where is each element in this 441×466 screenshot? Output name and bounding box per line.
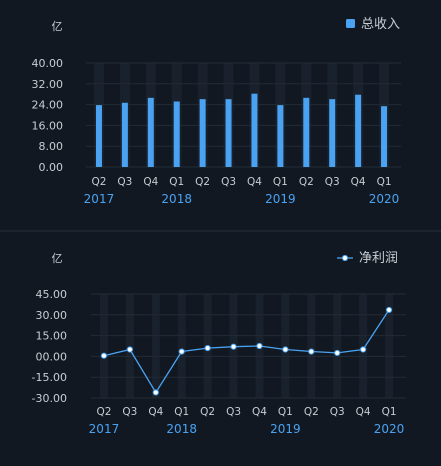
bar — [121, 102, 128, 167]
category-band — [125, 294, 134, 398]
x-tick-label: Q1 — [382, 406, 397, 418]
data-point — [126, 346, 133, 353]
data-point — [334, 349, 341, 357]
net-profit-line-chart: 亿净利润45.0030.0015.0000.00-15.00-30.00Q220… — [32, 251, 406, 436]
data-point — [308, 348, 315, 355]
year-label: 2020 — [369, 192, 400, 206]
bar — [147, 97, 154, 167]
unit-label: 亿 — [52, 252, 63, 265]
x-tick-label: Q1 — [377, 176, 392, 188]
x-tick-label: Q4 — [356, 406, 371, 418]
bar — [303, 97, 310, 167]
y-tick-label: 15.00 — [36, 330, 68, 343]
series-line — [103, 309, 390, 394]
legend-swatch — [346, 19, 355, 28]
y-tick-label: 45.00 — [36, 288, 68, 301]
x-tick-label: Q2 — [195, 176, 210, 188]
x-tick-label: Q2 — [200, 406, 215, 418]
y-tick-label: 40.00 — [32, 57, 64, 70]
bar — [173, 101, 180, 167]
x-tick-label: Q3 — [221, 176, 236, 188]
year-label: 2017 — [89, 422, 120, 436]
x-tick-label: Q4 — [143, 176, 158, 188]
bar — [277, 105, 284, 167]
x-tick-label: Q2 — [91, 176, 106, 188]
unit-label: 亿 — [52, 20, 63, 33]
y-tick-label: -30.00 — [32, 392, 67, 405]
category-band — [385, 294, 394, 398]
year-label: 2018 — [161, 192, 192, 206]
legend-label: 总收入 — [361, 17, 400, 32]
x-tick-label: Q2 — [304, 406, 319, 418]
category-band — [333, 294, 342, 398]
legend-marker — [341, 254, 349, 262]
x-tick-label: Q3 — [330, 406, 345, 418]
y-tick-label: 16.00 — [32, 119, 64, 132]
bar — [95, 105, 102, 167]
bar — [381, 106, 388, 167]
year-label: 2019 — [270, 422, 301, 436]
bar — [329, 99, 336, 167]
x-tick-label: Q3 — [117, 176, 132, 188]
data-point — [230, 343, 237, 350]
bar — [355, 94, 362, 167]
category-band — [281, 294, 290, 398]
x-tick-label: Q1 — [174, 406, 189, 418]
x-tick-label: Q4 — [148, 406, 163, 418]
bar — [251, 93, 258, 167]
y-tick-label: 30.00 — [36, 309, 68, 322]
y-tick-label: 00.00 — [36, 350, 68, 363]
data-point — [178, 348, 185, 355]
data-point — [100, 352, 108, 359]
y-tick-label: 8.00 — [39, 140, 64, 153]
year-label: 2019 — [265, 192, 296, 206]
x-tick-label: Q3 — [325, 176, 340, 188]
data-point — [152, 389, 159, 396]
x-tick-label: Q1 — [169, 176, 184, 188]
category-band — [307, 294, 316, 398]
category-band — [359, 294, 368, 398]
x-tick-label: Q4 — [252, 406, 267, 418]
data-point — [360, 346, 367, 353]
category-band — [99, 294, 108, 398]
data-point — [385, 306, 393, 314]
bar — [199, 99, 206, 167]
category-band — [151, 294, 160, 398]
data-point — [256, 342, 263, 350]
x-tick-label: Q2 — [96, 406, 111, 418]
legend-label: 净利润 — [359, 251, 398, 266]
x-tick-label: Q3 — [122, 406, 137, 418]
data-point — [282, 346, 289, 353]
bar — [225, 99, 232, 167]
x-tick-label: Q4 — [247, 176, 262, 188]
year-label: 2018 — [166, 422, 197, 436]
x-tick-label: Q2 — [299, 176, 314, 188]
data-point — [204, 344, 211, 352]
x-tick-label: Q1 — [273, 176, 288, 188]
x-tick-label: Q3 — [226, 406, 241, 418]
y-tick-label: -15.00 — [32, 371, 67, 384]
year-label: 2017 — [84, 192, 115, 206]
revenue-bar-chart: 亿总收入40.0032.0024.0016.008.000.00Q22017Q3… — [32, 17, 401, 206]
y-tick-label: 24.00 — [32, 99, 64, 112]
y-tick-label: 0.00 — [39, 161, 64, 174]
x-tick-label: Q1 — [278, 406, 293, 418]
category-band — [177, 294, 186, 398]
y-tick-label: 32.00 — [32, 78, 64, 91]
x-tick-label: Q4 — [351, 176, 366, 188]
year-label: 2020 — [374, 422, 405, 436]
